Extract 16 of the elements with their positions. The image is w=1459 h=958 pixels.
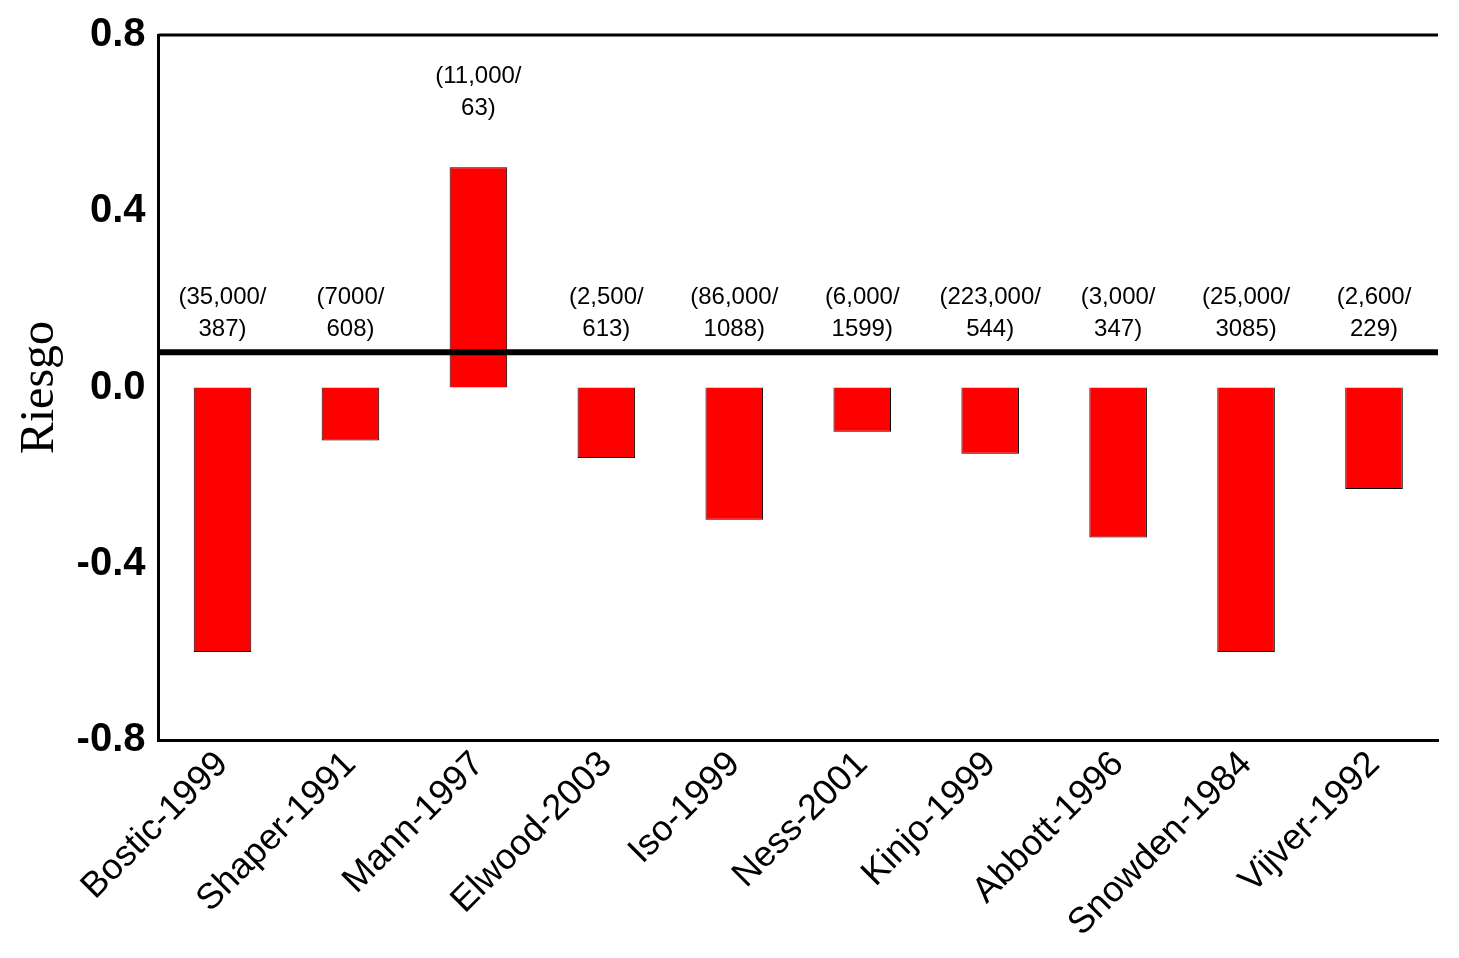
data-label: (223,000/ 544) (939, 281, 1042, 341)
data-label: (3,000/ 347) (1080, 281, 1156, 341)
y-tick-label: 0.4 (89, 186, 147, 231)
y-tick-label: 0.8 (89, 10, 146, 55)
y-tick-label: -0.4 (76, 538, 147, 583)
data-label: (86,000/ 1088) (690, 281, 779, 341)
data-label: (2,600/ 229) (1336, 281, 1412, 341)
y-tick-label: 0.0 (89, 362, 146, 407)
data-label: (6,000/ 1599) (824, 281, 900, 341)
data-label: (11,000/ 63) (435, 61, 522, 121)
data-label: (35,000/ 387) (178, 281, 267, 341)
data-label: (7000/ 608) (316, 281, 385, 341)
y-tick-label: -0.8 (76, 715, 146, 760)
data-label: (2,500/ 613) (568, 281, 645, 341)
y-axis-title: Riesgo (10, 320, 64, 455)
data-label: (25,000/ 3085) (1202, 281, 1291, 341)
